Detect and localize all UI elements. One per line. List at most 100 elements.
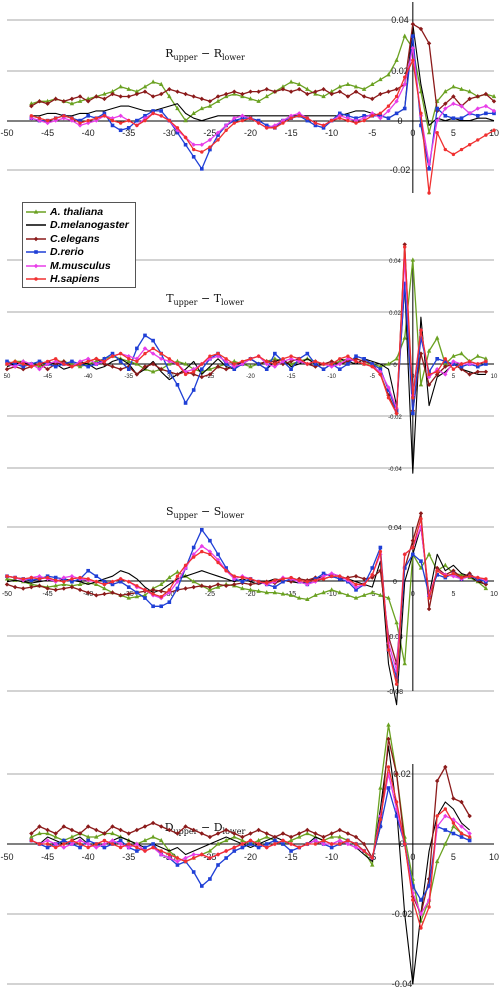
data-point [353,845,359,850]
data-point [346,838,350,843]
data-point [321,87,326,92]
data-point [142,84,148,89]
data-point [167,827,172,833]
x-tick-label: 0 [410,852,415,862]
data-point [215,831,221,836]
data-point [70,359,74,364]
data-point [175,859,180,864]
data-point [386,108,391,114]
data-point [134,841,140,847]
data-point [183,855,188,861]
data-point [159,581,164,586]
data-point [345,115,351,121]
data-point [86,118,90,123]
x-tick-label: 10 [491,374,498,380]
data-point [167,370,172,374]
data-point [443,101,448,106]
data-point [402,661,407,666]
data-point [167,852,172,857]
data-point [443,364,448,369]
data-point [134,91,140,97]
data-point [216,138,220,142]
data-point [102,357,107,361]
data-point [362,113,366,118]
data-point [289,575,293,580]
y-tick-label: -0.02 [392,909,413,919]
data-point [45,367,50,372]
data-point [272,364,278,369]
data-point [191,370,196,374]
data-point [386,72,391,77]
data-point [346,362,350,366]
data-point [183,824,188,829]
data-point [313,838,318,843]
data-point [451,152,456,157]
data-point [297,845,301,850]
data-point [346,577,350,581]
data-point [54,357,58,361]
data-point [256,837,261,843]
x-tick-label: -10 [327,374,336,380]
data-point [126,86,131,91]
data-point [151,338,155,343]
data-point [183,859,188,864]
x-tick-label: -35 [122,128,135,138]
data-point [459,799,464,805]
data-point [37,118,42,123]
data-point [337,84,342,89]
data-point [313,123,318,128]
data-point [459,575,464,580]
data-point [232,574,236,578]
data-point [135,123,139,128]
data-point [53,361,58,367]
data-point [443,764,448,770]
x-tick-label: -15 [287,374,296,380]
data-point [61,586,67,591]
data-point [110,351,115,356]
data-point [459,362,464,366]
data-point [86,838,90,843]
data-point [53,118,58,123]
data-point [21,364,26,369]
data-point [126,354,131,359]
data-point [467,835,472,839]
data-point [224,566,228,570]
data-point [175,569,180,574]
data-point [353,584,359,590]
data-point [159,595,163,599]
data-point [151,592,155,596]
data-point [434,118,440,123]
data-point [118,827,123,833]
data-point [215,354,221,359]
data-point [240,361,245,367]
data-point [305,118,310,123]
data-point [78,845,82,850]
data-point [240,837,245,843]
data-point [289,849,293,853]
data-point [281,577,285,581]
data-point [280,84,286,89]
data-point [215,584,221,589]
data-point [175,362,180,366]
data-point [70,116,74,120]
data-point [199,543,204,549]
data-point [353,118,359,123]
data-point [232,362,236,366]
legend-label: D.rerio [50,246,84,259]
data-point [427,884,431,888]
x-tick-label: -20 [246,374,255,380]
data-point [378,549,383,554]
data-point [248,89,253,94]
data-point [13,362,17,366]
data-point [337,367,342,371]
data-point [410,21,416,27]
data-point [150,587,156,593]
data-point [362,357,366,361]
x-tick-label: 10 [489,852,499,862]
y-tick-label: 0.02 [393,769,411,779]
data-point [86,845,90,850]
series-line [31,35,495,134]
data-point [281,838,285,843]
data-point [29,114,34,118]
data-point [45,842,50,846]
